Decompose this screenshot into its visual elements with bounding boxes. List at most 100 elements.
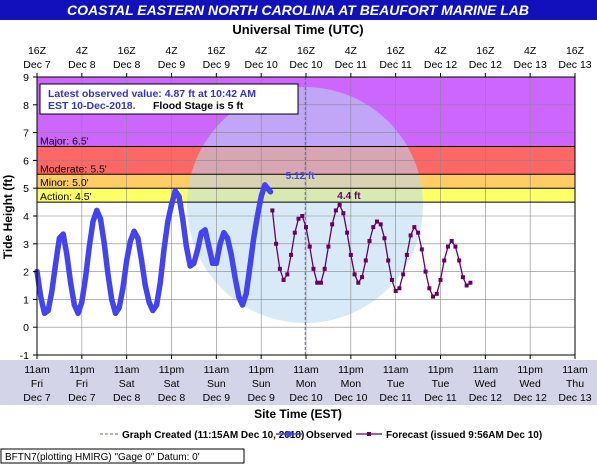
top-tick-time: 4Z	[165, 45, 178, 57]
observed-point	[94, 207, 100, 214]
forecast-point	[445, 244, 450, 249]
observed-point	[153, 302, 160, 308]
observed-point	[71, 302, 77, 308]
forecast-point	[453, 244, 458, 249]
observed-point	[127, 238, 134, 244]
x-tick-time: 11am	[204, 364, 230, 376]
forecast-point	[304, 225, 308, 230]
top-tick-time: 4Z	[345, 45, 358, 57]
observed-point	[146, 299, 152, 305]
forecast-point	[464, 283, 469, 288]
top-tick-date: Dec 7	[23, 59, 51, 71]
y-tick-label: 4	[23, 211, 29, 223]
forecast-point	[378, 222, 383, 227]
observed-point	[267, 189, 274, 195]
forecast-point	[434, 291, 439, 296]
observed-point	[105, 271, 111, 277]
observed-point	[49, 288, 55, 294]
info-line-2-flood: Flood Stage is 5 ft	[153, 100, 244, 112]
forecast-point	[318, 280, 323, 285]
top-tick-date: Dec 12	[469, 59, 502, 71]
x-tick-day: Thu	[566, 378, 584, 390]
observed-point	[183, 243, 190, 250]
observed-point	[161, 246, 167, 252]
x-tick-date: Dec 13	[558, 392, 591, 404]
y-tick-label: 2	[23, 267, 29, 279]
observed-point	[60, 231, 66, 237]
forecast-point	[419, 247, 424, 252]
forecast-point	[408, 233, 413, 238]
observed-point	[165, 218, 171, 225]
forecast-point	[412, 225, 417, 230]
forecast-point	[337, 202, 342, 207]
forecast-point	[326, 244, 331, 249]
observed-point	[262, 182, 268, 188]
top-tick-time: 16Z	[476, 45, 495, 57]
x-tick-date: Dec 10	[334, 392, 367, 404]
x-tick-time: 11pm	[517, 364, 543, 376]
y-tick-label: 8	[23, 100, 29, 112]
legend-observed-label: Observed	[306, 430, 352, 441]
y-tick-label: 0	[23, 322, 29, 334]
x-tick-time: 11pm	[428, 364, 454, 376]
y-tick-label: 5	[23, 183, 29, 195]
observed-point	[86, 243, 92, 250]
observed-point	[198, 230, 204, 236]
x-tick-time: 11am	[562, 364, 588, 376]
x-tick-day: Tue	[432, 378, 450, 390]
x-tick-date: Dec 7	[23, 392, 51, 404]
observed-point	[191, 260, 197, 266]
forecast-point	[281, 277, 286, 282]
observed-point	[176, 193, 182, 200]
x-tick-day: Fri	[31, 378, 43, 390]
forecast-point	[292, 230, 297, 235]
observed-point	[206, 243, 212, 250]
forecast-point	[296, 216, 301, 221]
forecast-point	[371, 225, 376, 230]
x-tick-time: 11pm	[338, 364, 364, 376]
forecast-point	[274, 241, 279, 246]
x-tick-date: Dec 11	[379, 392, 412, 404]
x-tick-date: Dec 10	[289, 392, 322, 404]
top-tick-date: Dec 8	[113, 59, 141, 71]
flood-label-action: Action: 4.5'	[40, 191, 92, 203]
observed-point	[53, 260, 59, 266]
y-tick-label: -1	[20, 350, 29, 362]
forecast-point	[345, 230, 350, 235]
observed-point	[236, 294, 242, 300]
forecast-point	[348, 252, 353, 257]
observed-point	[109, 296, 115, 302]
site-time-band	[0, 360, 597, 405]
forecast-point	[401, 272, 406, 277]
top-tick-date: Dec 13	[558, 59, 591, 71]
x-tick-time: 11am	[24, 364, 50, 376]
forecast-point	[330, 222, 335, 227]
forecast-point	[363, 258, 368, 263]
observed-point	[101, 241, 107, 247]
top-tick-date: Dec 11	[335, 59, 368, 71]
observed-point	[97, 216, 104, 222]
info-line-1: Latest observed value: 4.87 ft at 10:42 …	[48, 88, 256, 100]
x-tick-date: Dec 7	[68, 392, 96, 404]
footer-box	[0, 448, 245, 464]
observed-point	[139, 257, 145, 264]
forecast-point	[307, 244, 312, 249]
top-tick-time: 4Z	[434, 45, 447, 57]
y-tick-label: 9	[23, 72, 29, 84]
x-tick-date: Dec 8	[113, 392, 141, 404]
forecast-point	[404, 252, 409, 257]
observed-point	[64, 252, 70, 258]
top-tick-time: 16Z	[566, 45, 585, 57]
x-tick-date: Dec 12	[469, 392, 502, 404]
forecast-point	[374, 219, 379, 224]
observed-point	[75, 310, 81, 316]
observed-point	[124, 257, 130, 264]
forecast-point	[397, 286, 402, 291]
observed-point	[195, 246, 201, 252]
x-tick-date: Dec 11	[424, 392, 457, 404]
observed-point	[68, 280, 74, 286]
forecast-point	[289, 252, 294, 257]
top-tick-date: Dec 9	[203, 59, 231, 71]
top-tick-date: Dec 12	[424, 59, 457, 71]
forecast-point	[468, 280, 473, 285]
